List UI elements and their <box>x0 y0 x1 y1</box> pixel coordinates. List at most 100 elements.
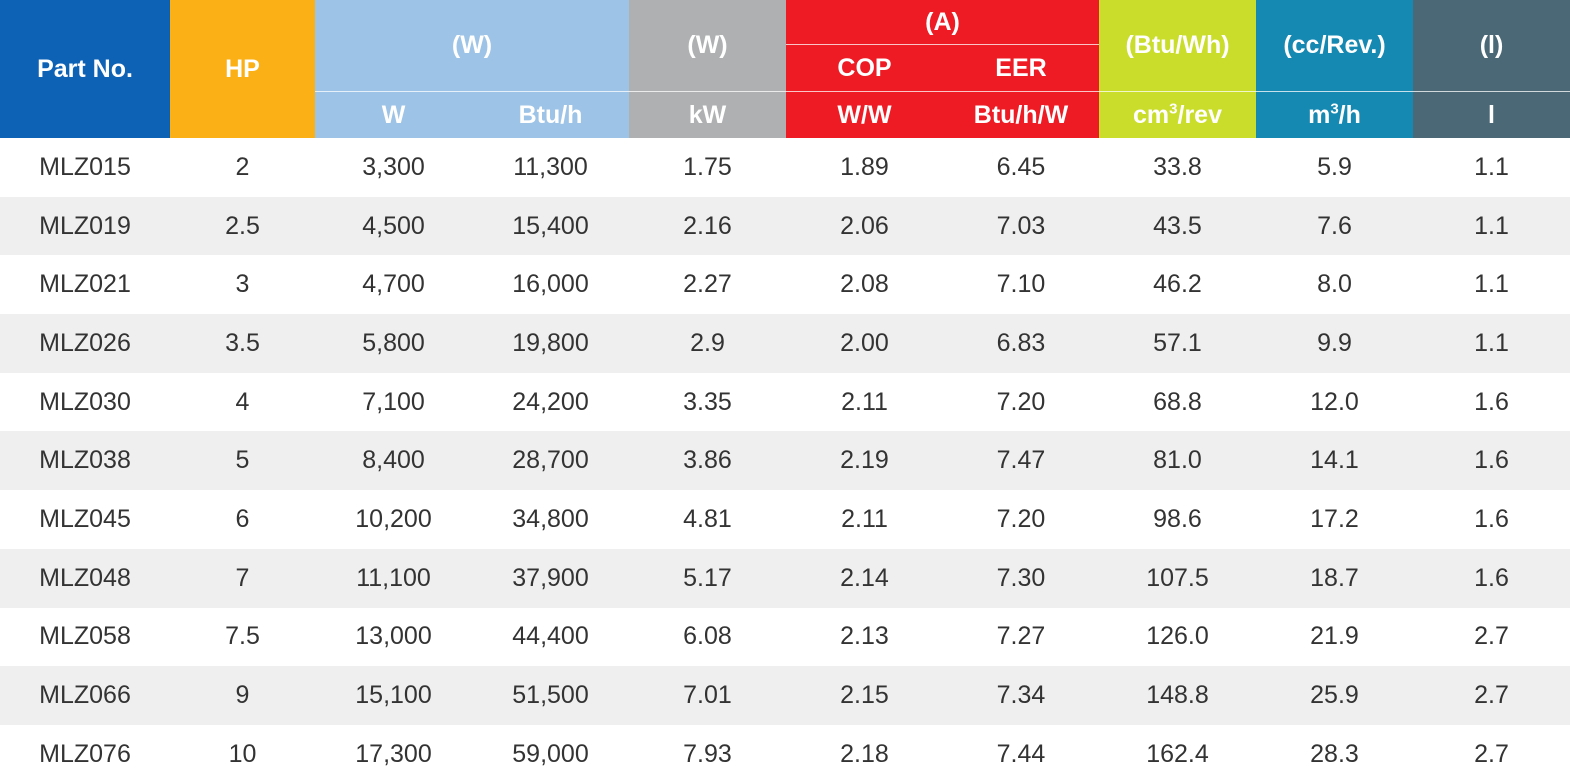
table-row: MLZ038 5 8,400 28,700 3.86 2.19 7.47 81.0 14.1 1.… <box>0 431 1570 491</box>
cell-eer: 6.83 <box>943 314 1099 373</box>
header-sound-group: (Btu/Wh) <box>1099 0 1256 92</box>
cell-capacity-btuh: 28,700 <box>472 431 629 491</box>
cell-hp: 10 <box>170 724 315 784</box>
cell-capacity-w: 10,200 <box>315 490 472 549</box>
cell-oil: 2.7 <box>1413 607 1570 667</box>
cell-capacity-btuh: 59,000 <box>472 724 629 784</box>
cell-displacement: 28.3 <box>1256 724 1413 784</box>
header-eer-unit: Btu/h/W <box>943 91 1099 138</box>
cell-oil: 1.1 <box>1413 255 1570 315</box>
cell-power-kw: 1.75 <box>629 138 786 197</box>
cell-hp: 2.5 <box>170 196 315 256</box>
cell-displacement: 8.0 <box>1256 255 1413 315</box>
cell-capacity-w: 7,100 <box>315 372 472 432</box>
cell-hp: 7.5 <box>170 607 315 667</box>
table-row: MLZ030 4 7,100 24,200 3.35 2.11 7.20 68.8 12.0 1.… <box>0 372 1570 432</box>
cell-oil: 2.7 <box>1413 724 1570 784</box>
cell-power-kw: 2.16 <box>629 196 786 256</box>
cell-hp: 6 <box>170 490 315 549</box>
cell-eer: 7.44 <box>943 724 1099 784</box>
cell-capacity-w: 5,800 <box>315 314 472 373</box>
cell-displacement: 25.9 <box>1256 666 1413 725</box>
cell-capacity-btuh: 44,400 <box>472 607 629 667</box>
header-displacement-group: (cc/Rev.) <box>1256 0 1413 92</box>
cell-capacity-btuh: 11,300 <box>472 138 629 197</box>
header-efficiency-group: (A) <box>786 0 1099 45</box>
cell-hp: 7 <box>170 548 315 608</box>
cell-displacement: 5.9 <box>1256 138 1413 197</box>
cell-power-kw: 2.27 <box>629 255 786 315</box>
displacement-unit-tail: /h <box>1338 100 1361 129</box>
header-power-kw: kW <box>629 91 786 138</box>
cell-power-kw: 7.01 <box>629 666 786 725</box>
cell-displacement: 7.6 <box>1256 196 1413 256</box>
cell-displacement: 18.7 <box>1256 548 1413 608</box>
header-oil-group: (l) <box>1413 0 1570 92</box>
cell-capacity-btuh: 34,800 <box>472 490 629 549</box>
cell-displacement: 17.2 <box>1256 490 1413 549</box>
cell-eer: 7.34 <box>943 666 1099 725</box>
cell-capacity-w: 11,100 <box>315 548 472 608</box>
cell-part-no: MLZ066 <box>0 666 170 725</box>
displacement-unit-superscript: 3 <box>1330 100 1339 118</box>
cell-oil: 1.1 <box>1413 196 1570 256</box>
cell-capacity-w: 15,100 <box>315 666 472 725</box>
cell-part-no: MLZ015 <box>0 138 170 197</box>
cell-power-kw: 7.93 <box>629 724 786 784</box>
cell-displacement: 12.0 <box>1256 372 1413 432</box>
cell-oil: 1.6 <box>1413 372 1570 432</box>
cell-sound: 57.1 <box>1099 314 1256 373</box>
table-row: MLZ026 3.5 5,800 19,800 2.9 2.00 6.83 57.1 9.9 1.… <box>0 314 1570 373</box>
cell-eer: 7.27 <box>943 607 1099 667</box>
cell-capacity-w: 8,400 <box>315 431 472 491</box>
cell-eer: 7.20 <box>943 372 1099 432</box>
cell-cop: 2.13 <box>786 607 943 667</box>
table-row: MLZ045 6 10,200 34,800 4.81 2.11 7.20 98.6 17.2 1… <box>0 490 1570 549</box>
table-row: MLZ015 2 3,300 11,300 1.75 1.89 6.45 33.8 5.9 1.1 <box>0 138 1570 197</box>
cell-power-kw: 6.08 <box>629 607 786 667</box>
cell-cop: 2.19 <box>786 431 943 491</box>
cell-cop: 2.18 <box>786 724 943 784</box>
cell-hp: 4 <box>170 372 315 432</box>
cell-cop: 1.89 <box>786 138 943 197</box>
header-cop-unit: W/W <box>786 91 943 138</box>
cell-part-no: MLZ058 <box>0 607 170 667</box>
cell-part-no: MLZ030 <box>0 372 170 432</box>
cell-capacity-w: 17,300 <box>315 724 472 784</box>
cell-cop: 2.15 <box>786 666 943 725</box>
cell-oil: 1.6 <box>1413 431 1570 491</box>
displacement-unit-base: m <box>1308 100 1331 129</box>
cell-capacity-w: 13,000 <box>315 607 472 667</box>
cell-hp: 3.5 <box>170 314 315 373</box>
cell-power-kw: 2.9 <box>629 314 786 373</box>
table-body: MLZ015 2 3,300 11,300 1.75 1.89 6.45 33.8 5.9 1.1… <box>0 138 1570 784</box>
cell-cop: 2.11 <box>786 490 943 549</box>
cell-sound: 81.0 <box>1099 431 1256 491</box>
cell-capacity-btuh: 51,500 <box>472 666 629 725</box>
cell-cop: 2.06 <box>786 196 943 256</box>
header-capacity-w: W <box>315 91 472 138</box>
cell-power-kw: 4.81 <box>629 490 786 549</box>
cell-eer: 7.03 <box>943 196 1099 256</box>
cell-hp: 5 <box>170 431 315 491</box>
cell-sound: 107.5 <box>1099 548 1256 608</box>
cell-capacity-btuh: 15,400 <box>472 196 629 256</box>
cell-displacement: 21.9 <box>1256 607 1413 667</box>
cell-hp: 3 <box>170 255 315 315</box>
table-row: MLZ019 2.5 4,500 15,400 2.16 2.06 7.03 43.5 7.6 1… <box>0 196 1570 256</box>
cell-oil: 1.1 <box>1413 138 1570 197</box>
cell-part-no: MLZ038 <box>0 431 170 491</box>
cell-eer: 7.10 <box>943 255 1099 315</box>
cell-capacity-w: 4,700 <box>315 255 472 315</box>
table-row: MLZ076 10 17,300 59,000 7.93 2.18 7.44 162.4 28.… <box>0 724 1570 784</box>
cell-hp: 2 <box>170 138 315 197</box>
cell-sound: 68.8 <box>1099 372 1256 432</box>
cell-displacement: 9.9 <box>1256 314 1413 373</box>
header-cop: COP <box>786 44 943 92</box>
header-displacement-unit: m3/h <box>1256 91 1413 138</box>
cell-cop: 2.08 <box>786 255 943 315</box>
header-hp: HP <box>170 0 315 138</box>
cell-capacity-btuh: 37,900 <box>472 548 629 608</box>
cell-capacity-w: 4,500 <box>315 196 472 256</box>
